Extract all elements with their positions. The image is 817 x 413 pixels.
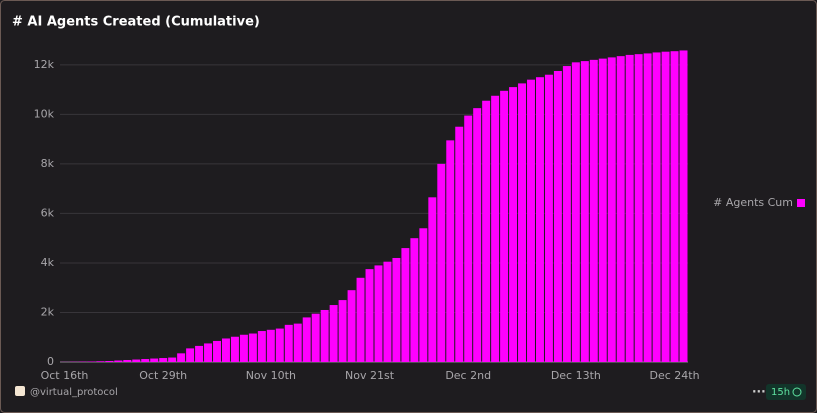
- bar: [374, 265, 383, 362]
- bar: [204, 343, 213, 362]
- x-tick-label: Dec 2nd: [445, 369, 491, 382]
- bar: [482, 100, 491, 362]
- bar: [527, 79, 535, 362]
- bar: [473, 108, 482, 362]
- bar: [114, 360, 123, 362]
- bar: [544, 74, 553, 362]
- bar: [105, 361, 114, 362]
- y-tick-label: 8k: [41, 157, 55, 170]
- bar: [177, 353, 186, 362]
- bar: [338, 300, 347, 362]
- x-tick-label: Dec 24th: [650, 369, 700, 382]
- author-icon: [15, 386, 25, 396]
- bar: [150, 358, 159, 362]
- bar: [311, 313, 320, 362]
- bar: [168, 357, 177, 362]
- bar: [347, 290, 356, 362]
- bar: [410, 238, 419, 362]
- bar: [643, 53, 652, 362]
- check-icon: [792, 387, 802, 397]
- bar: [248, 333, 257, 362]
- bar: [464, 115, 473, 362]
- bar: [625, 54, 634, 362]
- bar: [428, 197, 437, 362]
- bar: [491, 95, 500, 362]
- bar: [598, 58, 607, 362]
- bar: [320, 309, 329, 362]
- bar: [141, 359, 150, 362]
- legend-label: # Agents Cum: [713, 196, 793, 209]
- legend-swatch: [797, 199, 805, 207]
- y-tick-label: 10k: [34, 107, 55, 120]
- bar: [401, 248, 410, 362]
- bar: [275, 328, 284, 362]
- x-tick-label: Nov 10th: [246, 369, 296, 382]
- bar: [356, 277, 365, 362]
- bar: [257, 331, 266, 362]
- bar: [553, 71, 562, 362]
- bar: [221, 338, 230, 362]
- y-tick-label: 4k: [41, 256, 55, 269]
- x-tick-label: Oct 16th: [41, 369, 89, 382]
- bar: [679, 50, 688, 363]
- bar: [571, 62, 580, 362]
- bar: [634, 54, 643, 363]
- bar: [159, 358, 168, 362]
- y-tick-label: 0: [47, 355, 54, 368]
- bar: [284, 324, 293, 362]
- bar: [580, 61, 589, 362]
- bar: [500, 90, 509, 362]
- bar: [186, 348, 195, 362]
- age: 15h: [771, 387, 790, 398]
- bar: [437, 163, 446, 362]
- bar: [302, 317, 311, 362]
- bar: [195, 345, 204, 362]
- menu-dots[interactable]: ···: [752, 385, 766, 399]
- bar: [535, 77, 544, 362]
- bar: [455, 126, 464, 362]
- bar: [607, 57, 616, 362]
- bar: [446, 140, 455, 362]
- bar: [661, 51, 670, 363]
- bar: [616, 56, 625, 362]
- bar: [562, 66, 571, 362]
- x-tick-label: Oct 29th: [139, 369, 187, 382]
- author[interactable]: @virtual_protocol: [30, 387, 118, 398]
- chart-title: # AI Agents Created (Cumulative): [12, 15, 260, 30]
- bar: [213, 340, 221, 362]
- bar: [132, 359, 141, 362]
- bar: [329, 305, 338, 362]
- bar: [96, 361, 105, 362]
- y-tick-label: 12k: [34, 58, 55, 71]
- bar: [670, 51, 679, 362]
- bar: [383, 261, 392, 362]
- bar: [589, 59, 598, 362]
- x-tick-label: Dec 13th: [551, 369, 601, 382]
- x-tick-label: Nov 21st: [345, 369, 395, 382]
- bar: [293, 323, 302, 362]
- y-tick-label: 2k: [41, 305, 55, 318]
- bar: [266, 329, 275, 362]
- bar: [509, 87, 518, 362]
- bar: [652, 52, 661, 362]
- y-tick-label: 6k: [41, 206, 55, 219]
- bar: [365, 269, 374, 362]
- bar: [123, 360, 132, 362]
- bar: [518, 83, 527, 362]
- bar: [239, 334, 248, 362]
- bar: [230, 336, 239, 362]
- bar: [392, 257, 401, 362]
- bar: [419, 228, 428, 362]
